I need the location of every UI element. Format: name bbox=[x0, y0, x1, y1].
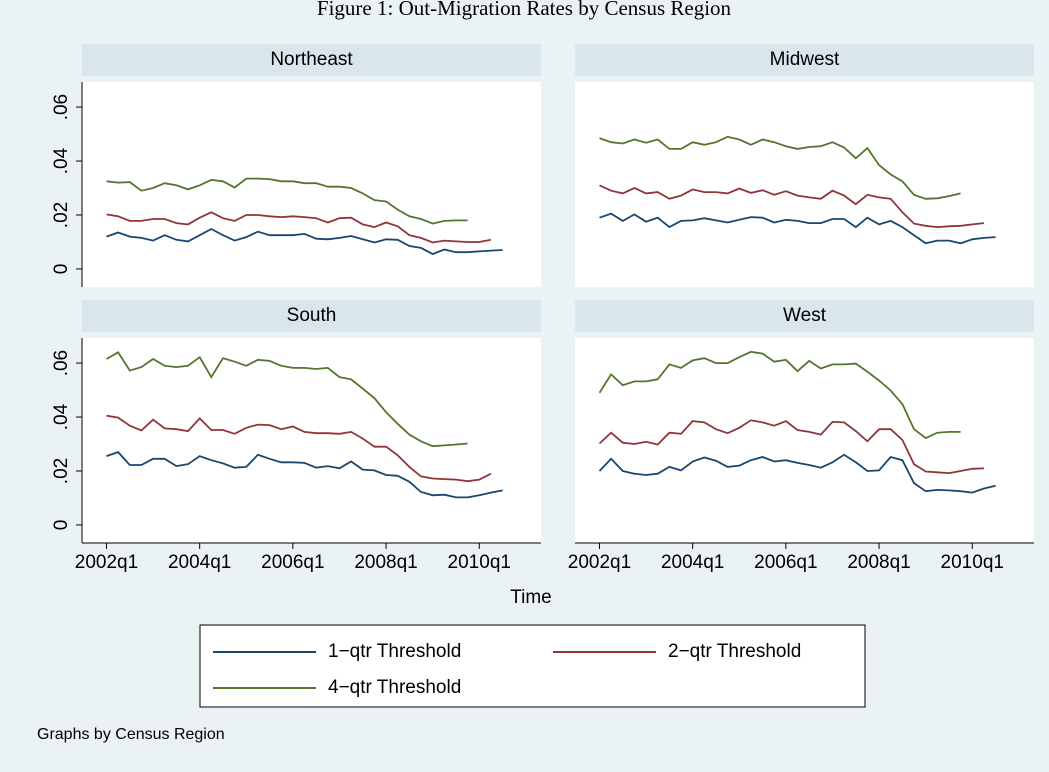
plot-area bbox=[575, 82, 1034, 287]
series-line bbox=[599, 184, 985, 229]
y-tick-label: .02 bbox=[51, 458, 72, 484]
panel-title: Midwest bbox=[770, 49, 840, 70]
plot-area bbox=[82, 82, 541, 287]
legend-box bbox=[199, 624, 866, 708]
plot-area bbox=[575, 338, 1034, 543]
x-tick-label: 2008q1 bbox=[354, 552, 417, 573]
legend-label: 1−qtr Threshold bbox=[328, 641, 461, 662]
series-line bbox=[106, 451, 503, 499]
strip bbox=[575, 300, 1034, 332]
series-line bbox=[598, 350, 961, 440]
x-tick-label: 2002q1 bbox=[568, 552, 631, 573]
y-tick-label: .04 bbox=[51, 147, 72, 174]
strip bbox=[82, 300, 541, 332]
chart-title: Figure 1: Out-Migration Rates by Census … bbox=[317, 0, 732, 20]
x-tick-label: 2008q1 bbox=[847, 552, 910, 573]
series-line bbox=[106, 414, 492, 483]
x-tick-label: 2004q1 bbox=[168, 552, 231, 573]
y-tick-label: .06 bbox=[51, 94, 72, 120]
x-tick-label: 2006q1 bbox=[261, 552, 324, 573]
strip bbox=[82, 44, 541, 76]
y-tick-label: 0 bbox=[51, 520, 72, 531]
series-line bbox=[599, 135, 961, 200]
x-tick-label: 2004q1 bbox=[661, 552, 724, 573]
x-tick-label: 2010q1 bbox=[941, 552, 1004, 573]
series-line bbox=[598, 453, 996, 494]
panel-title: South bbox=[287, 305, 337, 326]
y-tick-label: .02 bbox=[51, 202, 72, 228]
panel-title: Northeast bbox=[270, 49, 353, 70]
series-line bbox=[599, 212, 996, 245]
legend-label: 4−qtr Threshold bbox=[328, 677, 461, 698]
panel-title: West bbox=[783, 305, 827, 326]
series-line bbox=[106, 227, 503, 256]
series-line bbox=[106, 351, 468, 448]
y-tick-label: 0 bbox=[51, 264, 72, 275]
x-tick-label: 2010q1 bbox=[448, 552, 511, 573]
note: Graphs by Census Region bbox=[37, 726, 225, 743]
x-axis-title: Time bbox=[510, 587, 552, 608]
series-line bbox=[106, 211, 492, 244]
series-line bbox=[106, 177, 468, 225]
x-tick-label: 2002q1 bbox=[75, 552, 138, 573]
y-tick-label: .06 bbox=[51, 350, 72, 376]
series-line bbox=[598, 419, 984, 475]
y-tick-label: .04 bbox=[51, 403, 72, 430]
x-tick-label: 2006q1 bbox=[754, 552, 817, 573]
legend-label: 2−qtr Threshold bbox=[668, 641, 801, 662]
plot-area bbox=[82, 338, 541, 543]
strip bbox=[575, 44, 1034, 76]
